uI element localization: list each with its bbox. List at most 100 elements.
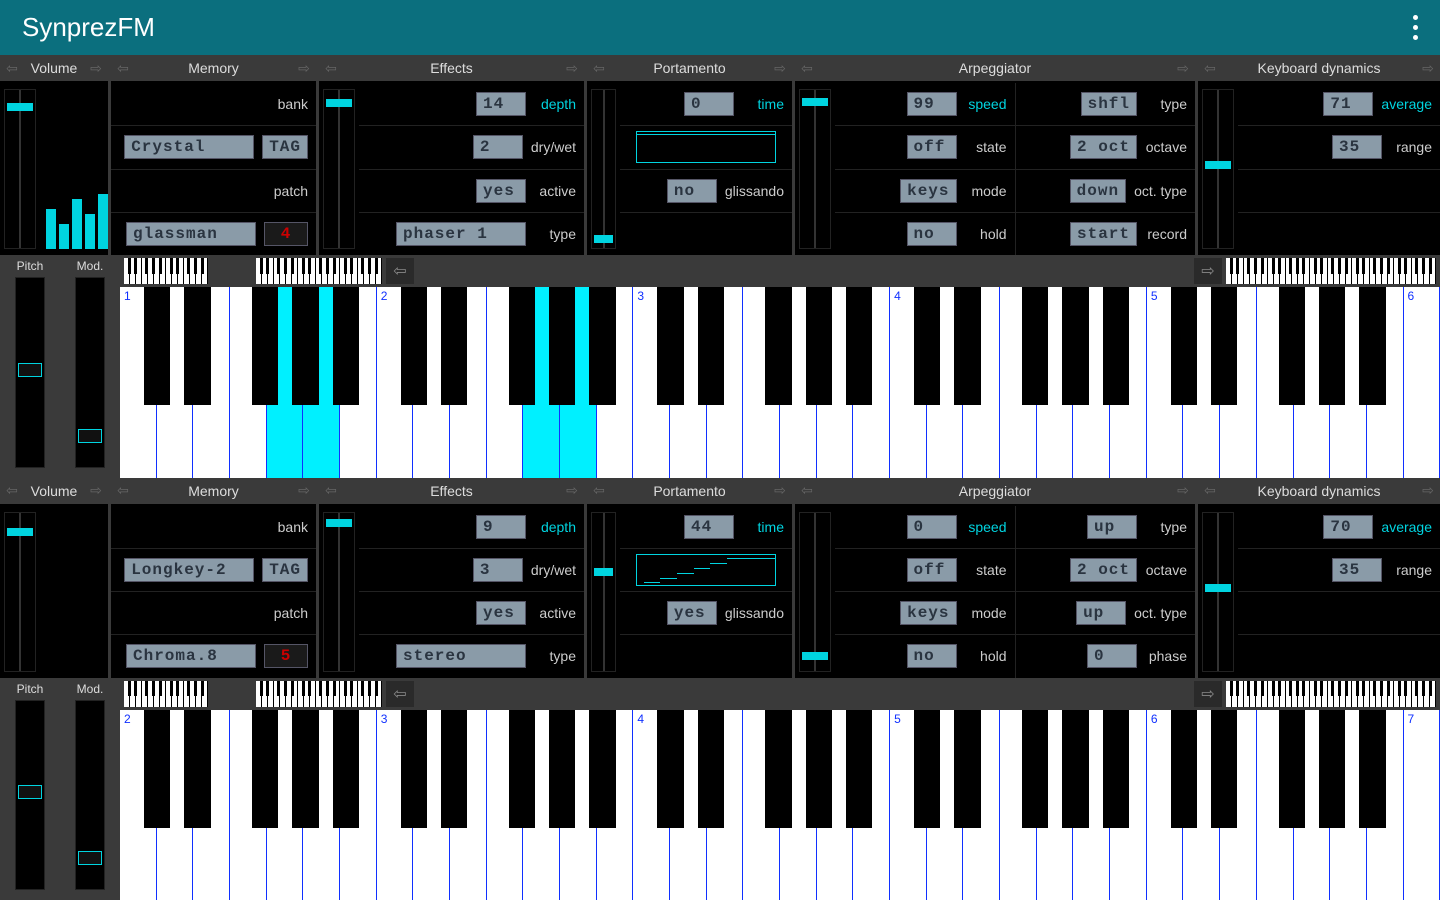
black-key[interactable]	[333, 287, 359, 405]
chevron-right-icon[interactable]: ⇨	[770, 478, 790, 504]
pitch-wheel[interactable]	[15, 277, 45, 468]
black-key[interactable]	[549, 287, 575, 405]
kbd-dyn-slider[interactable]	[1202, 89, 1234, 249]
black-key[interactable]	[765, 710, 791, 828]
arp-slider[interactable]	[799, 89, 831, 249]
black-key[interactable]	[1359, 287, 1385, 405]
black-key[interactable]	[1103, 710, 1129, 828]
black-key[interactable]	[1171, 710, 1197, 828]
chevron-right-icon[interactable]: ⇨	[1418, 478, 1438, 504]
chevron-right-icon[interactable]: ⇨	[1173, 478, 1193, 504]
chevron-left-icon[interactable]: ⇦	[1200, 478, 1220, 504]
chevron-right-icon[interactable]: ⇨	[1418, 55, 1438, 81]
chevron-right-icon[interactable]: ⇨	[1194, 258, 1222, 284]
black-key[interactable]	[846, 710, 872, 828]
glissando-lcd[interactable]: yes	[667, 601, 717, 625]
tag-button[interactable]: TAG	[262, 558, 308, 582]
black-key[interactable]	[806, 287, 832, 405]
range-lcd[interactable]: 35	[1332, 558, 1382, 582]
black-key[interactable]	[914, 710, 940, 828]
black-key[interactable]	[657, 710, 683, 828]
chevron-right-icon[interactable]: ⇨	[86, 478, 106, 504]
chevron-right-icon[interactable]: ⇨	[1173, 55, 1193, 81]
menu-overflow-icon[interactable]	[1413, 15, 1418, 40]
record-lcd[interactable]: start	[1070, 222, 1137, 246]
portamento-slider[interactable]	[591, 512, 616, 672]
black-key[interactable]	[549, 710, 575, 828]
chevron-right-icon[interactable]: ⇨	[294, 55, 314, 81]
black-key[interactable]	[914, 287, 940, 405]
mini-kb-left[interactable]	[124, 681, 208, 707]
arp-type-lcd[interactable]: up	[1087, 515, 1137, 539]
black-key[interactable]	[1279, 287, 1305, 405]
chevron-left-icon[interactable]: ⇦	[386, 258, 414, 284]
chevron-left-icon[interactable]: ⇦	[1200, 55, 1220, 81]
effects-slider[interactable]	[323, 89, 355, 249]
chevron-left-icon[interactable]: ⇦	[797, 55, 817, 81]
black-key[interactable]	[333, 710, 359, 828]
tag-button[interactable]: TAG	[262, 135, 308, 159]
hold-lcd[interactable]: no	[907, 644, 957, 668]
patch-num-lcd[interactable]: 5	[264, 644, 308, 668]
chevron-left-icon[interactable]: ⇦	[797, 478, 817, 504]
black-key[interactable]	[698, 710, 724, 828]
mini-kb-left[interactable]	[124, 258, 208, 284]
black-key[interactable]	[1211, 287, 1237, 405]
patch-num-lcd[interactable]: 4	[264, 222, 308, 246]
chevron-left-icon[interactable]: ⇦	[113, 478, 133, 504]
record-lcd[interactable]: 0	[1087, 644, 1137, 668]
speed-lcd[interactable]: 0	[907, 515, 957, 539]
black-key[interactable]	[1022, 287, 1048, 405]
black-key[interactable]	[806, 710, 832, 828]
black-key[interactable]	[1279, 710, 1305, 828]
effects-slider[interactable]	[323, 512, 355, 672]
black-key[interactable]	[144, 710, 170, 828]
chevron-left-icon[interactable]: ⇦	[321, 478, 341, 504]
bank-name-lcd[interactable]: Longkey-2	[124, 558, 254, 582]
speed-lcd[interactable]: 99	[907, 92, 957, 116]
black-key[interactable]	[1359, 710, 1385, 828]
black-key[interactable]	[292, 710, 318, 828]
mini-kb-right[interactable]	[1226, 681, 1436, 707]
fx-type-lcd[interactable]: phaser 1	[396, 222, 526, 246]
chevron-left-icon[interactable]: ⇦	[589, 478, 609, 504]
chevron-left-icon[interactable]: ⇦	[589, 55, 609, 81]
black-key[interactable]	[954, 287, 980, 405]
depth-lcd[interactable]: 9	[476, 515, 526, 539]
pitch-wheel[interactable]	[15, 700, 45, 891]
kbd-dyn-slider[interactable]	[1202, 512, 1234, 672]
volume-slider[interactable]	[4, 89, 36, 249]
patch-name-lcd[interactable]: Chroma.8	[126, 644, 256, 668]
hold-lcd[interactable]: no	[907, 222, 957, 246]
black-key[interactable]	[184, 287, 210, 405]
bank-name-lcd[interactable]: Crystal	[124, 135, 254, 159]
chevron-right-icon[interactable]: ⇨	[294, 478, 314, 504]
chevron-right-icon[interactable]: ⇨	[770, 55, 790, 81]
mini-kb-left2[interactable]	[256, 681, 382, 707]
black-key[interactable]	[401, 287, 427, 405]
black-key[interactable]	[144, 287, 170, 405]
black-key[interactable]	[1319, 710, 1345, 828]
depth-lcd[interactable]: 14	[476, 92, 526, 116]
range-lcd[interactable]: 35	[1332, 135, 1382, 159]
chevron-left-icon[interactable]: ⇦	[321, 55, 341, 81]
oct-type-lcd[interactable]: up	[1076, 601, 1126, 625]
black-key[interactable]	[252, 287, 278, 405]
octave-lcd[interactable]: 2 oct	[1070, 135, 1137, 159]
average-lcd[interactable]: 70	[1323, 515, 1373, 539]
black-key[interactable]	[1319, 287, 1345, 405]
time-lcd[interactable]: 44	[684, 515, 734, 539]
black-key[interactable]	[509, 710, 535, 828]
mode-lcd[interactable]: keys	[900, 179, 956, 203]
black-key[interactable]	[589, 287, 615, 405]
chevron-left-icon[interactable]: ⇦	[2, 478, 22, 504]
arp-type-lcd[interactable]: shfl	[1081, 92, 1137, 116]
fx-type-lcd[interactable]: stereo	[396, 644, 526, 668]
chevron-right-icon[interactable]: ⇨	[1194, 681, 1222, 707]
volume-slider[interactable]	[4, 512, 36, 672]
mode-lcd[interactable]: keys	[900, 601, 956, 625]
active-lcd[interactable]: yes	[476, 179, 526, 203]
black-key[interactable]	[589, 710, 615, 828]
mini-kb-left2[interactable]	[256, 258, 382, 284]
black-key[interactable]	[698, 287, 724, 405]
